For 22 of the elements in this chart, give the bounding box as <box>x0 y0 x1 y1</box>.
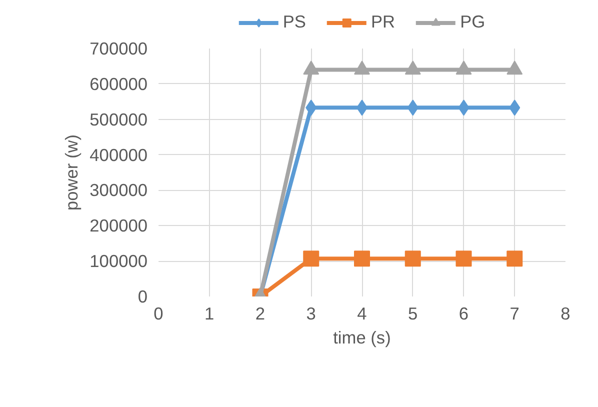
legend-label: PS <box>282 12 306 32</box>
x-tick-label: 7 <box>510 304 520 324</box>
y-tick-label: 100000 <box>90 251 148 272</box>
x-tick-label: 8 <box>560 304 570 324</box>
y-tick-label: 0 <box>138 286 148 306</box>
y-tick-label: 300000 <box>90 180 148 200</box>
x-tick-label: 5 <box>408 304 418 324</box>
y-tick-label: 200000 <box>90 216 148 236</box>
x-axis-title: time (s) <box>333 328 391 348</box>
y-tick-label: 500000 <box>90 109 148 130</box>
x-tick-label: 0 <box>154 304 164 324</box>
x-tick-label: 6 <box>458 304 469 324</box>
x-tick-label: 1 <box>204 304 214 324</box>
x-tick-label: 4 <box>357 304 368 324</box>
y-tick-label: 400000 <box>90 144 148 165</box>
legend-label: PG <box>460 12 486 32</box>
y-axis-title: power (w) <box>62 134 82 211</box>
x-tick-label: 3 <box>306 304 316 324</box>
y-tick-label: 600000 <box>90 74 148 94</box>
legend-label: PR <box>371 12 396 32</box>
x-tick-label: 2 <box>255 304 266 324</box>
y-tick-label: 700000 <box>90 38 148 58</box>
